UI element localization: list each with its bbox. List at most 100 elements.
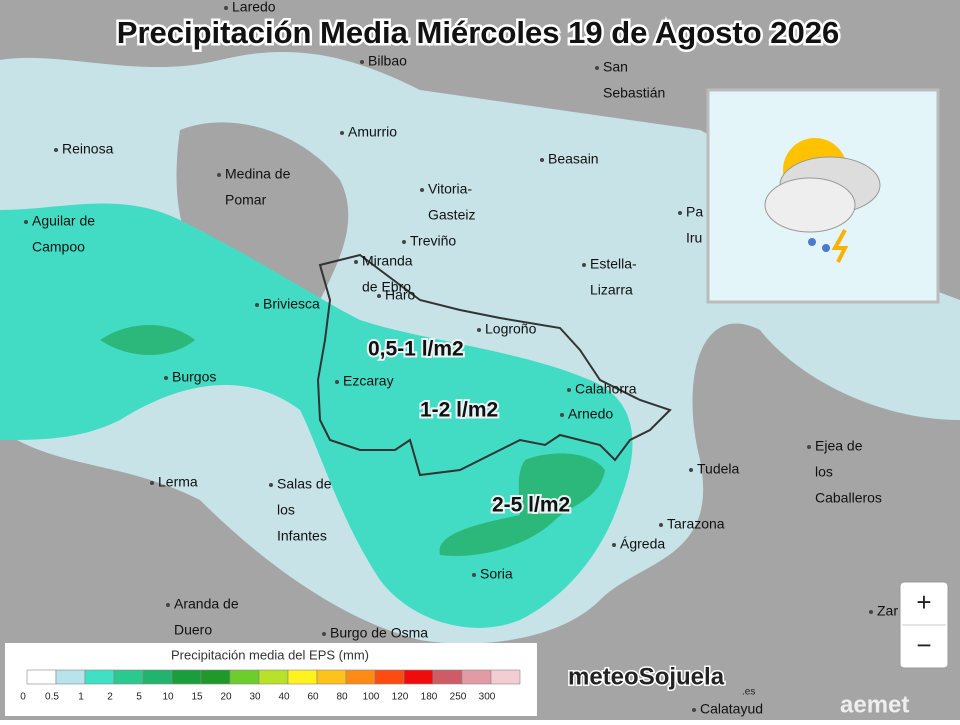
legend-swatch bbox=[287, 669, 318, 685]
legend-title: Precipitación media del EPS (mm) bbox=[171, 647, 369, 662]
place-label: Calatayud bbox=[700, 701, 763, 717]
place-label: Pomar bbox=[225, 192, 267, 208]
place-label: Soria bbox=[480, 566, 513, 582]
legend-swatch bbox=[432, 669, 463, 685]
place-label: Arnedo bbox=[568, 406, 613, 422]
place-label: Laredo bbox=[232, 0, 276, 15]
place-dot bbox=[595, 66, 599, 70]
place-dot bbox=[164, 376, 168, 380]
legend-swatch bbox=[26, 669, 57, 685]
place-label: Treviño bbox=[410, 233, 456, 249]
place-label: Reinosa bbox=[62, 141, 114, 157]
legend-label: 5 bbox=[136, 692, 142, 703]
legend-label: 100 bbox=[363, 692, 380, 703]
place-label: los bbox=[815, 464, 833, 480]
logo-suffix: .es bbox=[742, 687, 755, 698]
legend-swatch bbox=[403, 669, 434, 685]
legend-label: 180 bbox=[421, 692, 438, 703]
place-dot bbox=[612, 543, 616, 547]
legend-swatch bbox=[490, 669, 521, 685]
place-label: Gasteiz bbox=[428, 207, 475, 223]
place-label: Sebastián bbox=[603, 85, 665, 101]
legend-swatch bbox=[113, 669, 144, 685]
place-dot bbox=[224, 6, 228, 10]
place-dot bbox=[322, 632, 326, 636]
place-dot bbox=[255, 303, 259, 307]
place-label: Aguilar de bbox=[32, 213, 95, 229]
place-label: Miranda bbox=[362, 253, 413, 269]
place-dot bbox=[402, 240, 406, 244]
place-dot bbox=[217, 173, 221, 177]
place-label: Tarazona bbox=[667, 516, 725, 532]
rain-annotation: 0,5-1 l/m2 bbox=[368, 338, 464, 361]
legend-swatch bbox=[316, 669, 347, 685]
place-label: Lerma bbox=[158, 474, 198, 490]
legend-swatch bbox=[461, 669, 492, 685]
place-label: Burgos bbox=[172, 369, 216, 385]
place-dot bbox=[869, 610, 873, 614]
weather-icon bbox=[706, 88, 940, 304]
place-label: Calahorra bbox=[575, 381, 637, 397]
rain-annotation: 2-5 l/m2 bbox=[492, 494, 570, 517]
heavy-rain bbox=[100, 325, 195, 355]
rain-annotation: 1-2 l/m2 bbox=[420, 399, 498, 422]
heavy-rain bbox=[439, 453, 605, 556]
map-title: Precipitación Media Miércoles 19 de Agos… bbox=[117, 15, 839, 50]
legend-swatch bbox=[142, 669, 173, 685]
place-label: Burgo de Osma bbox=[330, 625, 428, 641]
legend-swatch bbox=[229, 669, 260, 685]
place-label: de Ebro bbox=[362, 279, 411, 295]
legend-label: 250 bbox=[450, 692, 467, 703]
region-border bbox=[316, 253, 672, 477]
legend-label: 15 bbox=[191, 692, 203, 703]
moderate-rain bbox=[0, 203, 633, 628]
legend-label: 20 bbox=[220, 692, 232, 703]
place-dot bbox=[692, 708, 696, 712]
aemet-logo: aemet bbox=[840, 691, 909, 718]
place-label: Aranda de bbox=[174, 596, 239, 612]
place-label: Tudela bbox=[697, 461, 740, 477]
place-dot bbox=[269, 483, 273, 487]
place-dot bbox=[335, 380, 339, 384]
place-label: Ágreda bbox=[620, 536, 665, 552]
zoom-in[interactable]: + bbox=[916, 587, 931, 617]
place-dot bbox=[420, 188, 424, 192]
place-label: los bbox=[277, 502, 295, 518]
legend-label: 300 bbox=[479, 692, 496, 703]
place-dot bbox=[477, 328, 481, 332]
legend-swatch bbox=[171, 669, 202, 685]
place-dot bbox=[360, 60, 364, 64]
place-dot bbox=[807, 445, 811, 449]
place-dot bbox=[560, 413, 564, 417]
legend-label: 60 bbox=[307, 692, 319, 703]
place-label: Salas de bbox=[277, 476, 332, 492]
place-label: Vitoria- bbox=[428, 181, 472, 197]
place-label: Estella- bbox=[590, 256, 637, 272]
place-label: Beasain bbox=[548, 151, 599, 167]
place-dot bbox=[54, 148, 58, 152]
legend-label: 30 bbox=[249, 692, 261, 703]
place-dot bbox=[166, 603, 170, 607]
legend-swatch bbox=[84, 669, 115, 685]
place-label: Caballeros bbox=[815, 490, 882, 506]
place-label: Medina de bbox=[225, 166, 291, 182]
place-label: Lizarra bbox=[590, 282, 633, 298]
place-label: Haro bbox=[385, 287, 416, 303]
place-label: Campoo bbox=[32, 239, 85, 255]
place-label: Bilbao bbox=[368, 53, 407, 69]
place-dot bbox=[582, 263, 586, 267]
legend-swatch bbox=[200, 669, 231, 685]
legend-swatch bbox=[374, 669, 405, 685]
place-dot bbox=[540, 158, 544, 162]
place-label: Amurrio bbox=[348, 124, 397, 140]
legend-swatch bbox=[55, 669, 86, 685]
place-dot bbox=[689, 468, 693, 472]
place-label: Infantes bbox=[277, 528, 327, 544]
place-dot bbox=[678, 211, 682, 215]
place-label: Ejea de bbox=[815, 438, 863, 454]
place-dot bbox=[354, 260, 358, 264]
legend-label: 40 bbox=[278, 692, 290, 703]
zoom-out[interactable]: − bbox=[916, 630, 931, 660]
place-dot bbox=[340, 131, 344, 135]
place-dot bbox=[24, 220, 28, 224]
